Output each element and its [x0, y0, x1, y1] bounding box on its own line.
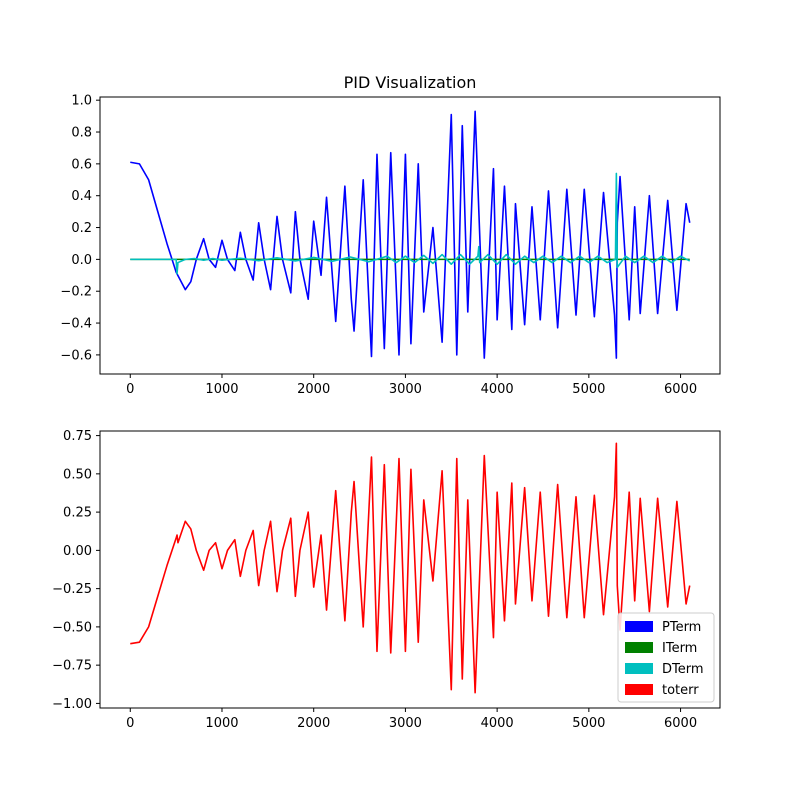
x-tick-label: 0 — [126, 382, 134, 397]
series-line-pterm — [130, 110, 691, 359]
y-tick-label: −0.6 — [60, 348, 92, 363]
y-tick-label: 0.4 — [71, 189, 92, 204]
y-tick-label: 0.25 — [63, 506, 92, 521]
series-line-toterr — [130, 442, 691, 694]
legend-label-iterm: ITerm — [662, 641, 697, 656]
legend-label-pterm: PTerm — [662, 620, 701, 635]
legend-swatch-iterm — [625, 642, 653, 653]
y-tick-label: −0.50 — [52, 620, 92, 635]
y-tick-label: 0.2 — [71, 221, 92, 236]
legend: PTerm ITerm DTerm toterr — [617, 612, 715, 703]
y-tick-label: 0.75 — [63, 429, 92, 444]
x-tick-label: 3000 — [389, 716, 422, 731]
y-tick-label: 0.8 — [71, 126, 92, 141]
x-tick-label: 2000 — [297, 382, 330, 397]
series-group — [130, 442, 691, 694]
y-tick-label: −0.2 — [60, 285, 92, 300]
x-tick-label: 4000 — [481, 716, 514, 731]
x-tick-label: 5000 — [572, 382, 605, 397]
legend-swatch-dterm — [625, 663, 653, 674]
x-tick-label: 4000 — [481, 382, 514, 397]
legend-label-dterm: DTerm — [662, 662, 704, 677]
series-line-dterm — [130, 172, 691, 275]
y-tick-label: 1.0 — [71, 94, 92, 109]
legend-label-toterr: toterr — [662, 683, 699, 698]
x-tick-label: 1000 — [205, 382, 238, 397]
legend-swatch-toterr — [625, 684, 653, 695]
y-tick-label: −0.75 — [52, 659, 92, 674]
x-tick-label: 1000 — [205, 716, 238, 731]
legend-swatch-pterm — [625, 621, 653, 632]
x-tick-label: 3000 — [389, 382, 422, 397]
axes-2: 0 1000 2000 3000 4000 5000 6000 −1.00 −0.75 −0.50… — [52, 429, 721, 731]
y-tick-label: −0.25 — [52, 582, 92, 597]
series-group — [130, 110, 691, 359]
y-tick-label: 0.0 — [71, 253, 92, 268]
axes-frame — [99, 430, 721, 709]
legend-box — [617, 612, 715, 703]
y-tick-label: 0.00 — [63, 544, 92, 559]
y-tick-label: 0.6 — [71, 157, 92, 172]
x-tick-label: 5000 — [572, 716, 605, 731]
x-tick-label: 0 — [126, 716, 134, 731]
x-tick-label: 6000 — [664, 382, 697, 397]
chart-title: PID Visualization — [344, 73, 477, 92]
axes-frame — [99, 96, 721, 375]
y-tick-label: 0.50 — [63, 467, 92, 482]
y-tick-label: −1.00 — [52, 697, 92, 712]
axes-1: 0 1000 2000 3000 4000 5000 6000 −0.6 −0.4 −0.2 0.0… — [60, 73, 721, 397]
x-tick-label: 2000 — [297, 716, 330, 731]
x-tick-label: 6000 — [664, 716, 697, 731]
y-tick-label: −0.4 — [60, 317, 92, 332]
